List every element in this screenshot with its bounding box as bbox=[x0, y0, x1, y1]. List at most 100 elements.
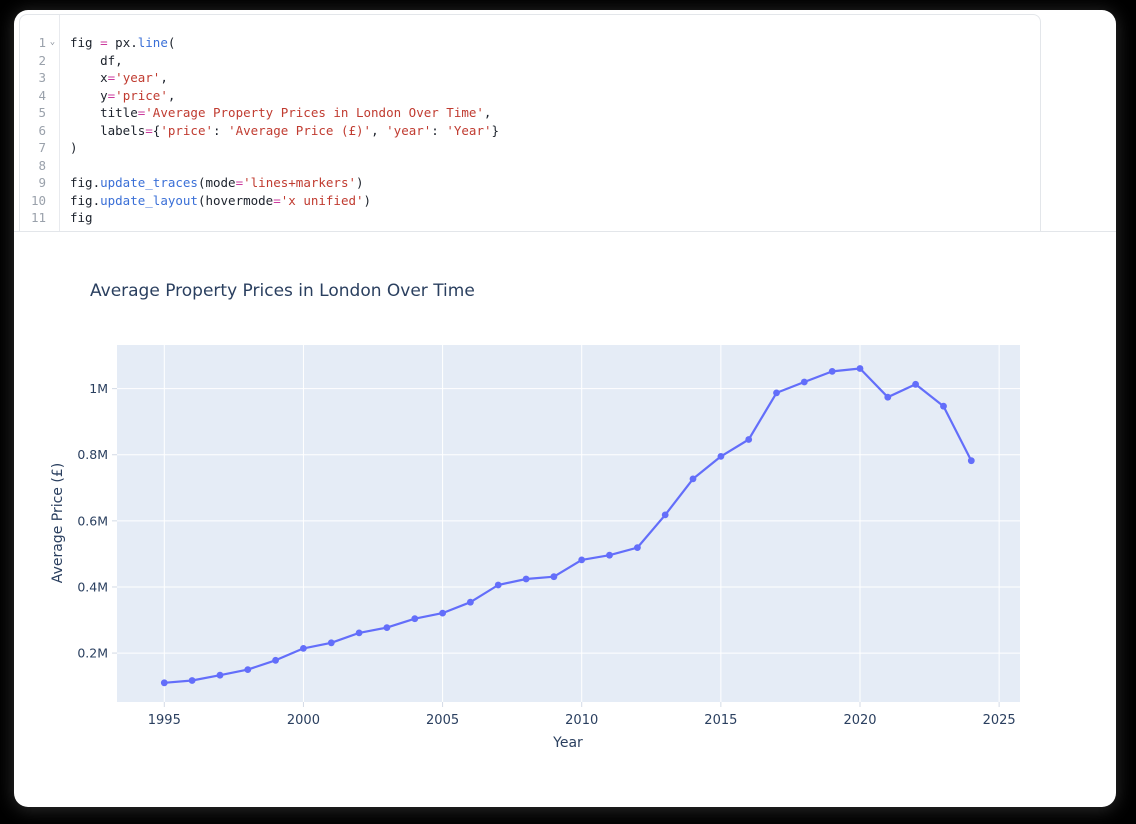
line-number: 5 bbox=[38, 105, 46, 120]
gutter-row: 6 bbox=[20, 122, 59, 140]
code-token: fig. bbox=[70, 192, 101, 208]
code-cell-editor[interactable]: 1 ⌄ 2 3 4 5 6 7 8 9 10 11 fig = px.line( df, x='yea… bbox=[19, 14, 1041, 231]
code-token: update_traces bbox=[100, 175, 198, 190]
data-point[interactable] bbox=[355, 629, 363, 637]
data-point[interactable] bbox=[411, 615, 419, 623]
code-token: fig bbox=[70, 210, 93, 225]
code-line[interactable]: title='Average Property Prices in London… bbox=[70, 104, 1040, 122]
gutter-row: 5 bbox=[20, 104, 59, 122]
gutter-row: 9 bbox=[20, 174, 59, 192]
code-token: (hovermode bbox=[197, 192, 274, 208]
x-axis-title: Year bbox=[552, 735, 583, 751]
price-line-series[interactable] bbox=[164, 367, 973, 684]
y-tick-label: 0.2M bbox=[77, 646, 108, 661]
code-token: update_layout bbox=[100, 192, 198, 208]
code-token: df, bbox=[70, 52, 123, 68]
plot-background[interactable] bbox=[117, 345, 1020, 702]
data-point[interactable] bbox=[494, 581, 502, 589]
code-line[interactable]: labels={'price': 'Average Price (£)', 'y… bbox=[70, 122, 1040, 140]
code-line[interactable]: x='year', bbox=[70, 69, 1040, 87]
gutter-row: 4 bbox=[20, 87, 59, 105]
line-number: 10 bbox=[30, 192, 46, 208]
data-point[interactable] bbox=[550, 573, 558, 581]
x-tick-label: 2015 bbox=[704, 713, 737, 728]
code-token: = bbox=[145, 122, 153, 138]
gutter-row: 11 bbox=[20, 209, 59, 227]
code-line[interactable]: fig bbox=[70, 209, 1040, 227]
code-token: { bbox=[152, 122, 161, 138]
code-token: 'x unified' bbox=[280, 192, 364, 208]
code-token: 'Average Property Prices in London Over … bbox=[145, 105, 484, 120]
y-tick-label: 0.8M bbox=[77, 447, 108, 462]
fold-chevron-icon[interactable]: ⌄ bbox=[49, 37, 56, 47]
code-token: ( bbox=[167, 35, 176, 50]
gutter-row: 8 bbox=[20, 157, 59, 175]
code-token: : bbox=[431, 122, 447, 138]
line-number: 9 bbox=[38, 175, 46, 190]
code-token: title bbox=[70, 105, 138, 120]
gutter-row: 3 bbox=[20, 69, 59, 87]
data-point[interactable] bbox=[300, 645, 307, 652]
data-point[interactable] bbox=[188, 677, 196, 684]
code-token: 'Year' bbox=[446, 122, 492, 138]
data-point[interactable] bbox=[244, 666, 252, 673]
data-point[interactable] bbox=[327, 639, 335, 647]
code-token: = bbox=[235, 175, 244, 190]
y-axis-title: Average Price (£) bbox=[50, 463, 66, 583]
code-token: = bbox=[273, 192, 281, 208]
code-token: (mode bbox=[197, 175, 236, 190]
data-point[interactable] bbox=[884, 393, 892, 401]
data-point[interactable] bbox=[216, 671, 224, 679]
code-line[interactable]: ) bbox=[70, 139, 1040, 157]
code-token: 'lines+markers' bbox=[243, 175, 357, 190]
code-token: , bbox=[483, 105, 492, 120]
data-point[interactable] bbox=[773, 389, 780, 397]
code-token: , bbox=[160, 70, 168, 85]
line-number: 11 bbox=[30, 210, 46, 225]
data-point[interactable] bbox=[717, 453, 725, 460]
data-point[interactable] bbox=[522, 575, 530, 583]
chart-title: Average Property Prices in London Over T… bbox=[90, 281, 475, 301]
code-token: , bbox=[167, 87, 176, 103]
data-point[interactable] bbox=[383, 624, 391, 631]
code-token: fig. bbox=[70, 175, 101, 190]
data-point[interactable] bbox=[940, 402, 947, 410]
data-point[interactable] bbox=[689, 475, 697, 483]
code-line[interactable]: y='price', bbox=[70, 87, 1040, 105]
data-point[interactable] bbox=[578, 556, 586, 564]
code-line[interactable]: df, bbox=[70, 52, 1040, 70]
data-point[interactable] bbox=[856, 365, 864, 372]
data-point[interactable] bbox=[745, 436, 753, 443]
code-token: ) bbox=[356, 175, 364, 190]
data-point[interactable] bbox=[800, 378, 808, 386]
code-line[interactable]: fig = px.line( bbox=[70, 34, 1040, 52]
data-point[interactable] bbox=[467, 598, 474, 606]
code-token: ) bbox=[70, 140, 78, 155]
code-token: = bbox=[137, 105, 146, 120]
code-line[interactable] bbox=[70, 157, 1040, 175]
code-line[interactable]: fig.update_layout(hovermode='x unified') bbox=[70, 192, 1040, 210]
plotly-line-chart[interactable]: 0.2M 0.4M 0.6M 0.8M 1M 1995 2000 2005 2010 2015 20… bbox=[14, 240, 1116, 800]
code-line[interactable]: fig.update_traces(mode='lines+markers') bbox=[70, 174, 1040, 192]
data-point[interactable] bbox=[606, 551, 613, 559]
data-point[interactable] bbox=[828, 368, 836, 375]
y-tick-label: 0.4M bbox=[77, 579, 108, 594]
y-tick-label: 1M bbox=[89, 381, 108, 396]
code-token: y bbox=[70, 87, 108, 103]
data-point[interactable] bbox=[967, 457, 975, 465]
cell-divider bbox=[14, 231, 1116, 232]
line-number: 6 bbox=[38, 122, 46, 138]
data-point[interactable] bbox=[912, 380, 919, 388]
line-number: 8 bbox=[38, 157, 46, 173]
code-token: line bbox=[137, 35, 168, 50]
data-point[interactable] bbox=[272, 656, 279, 664]
data-point[interactable] bbox=[160, 679, 168, 687]
data-point[interactable] bbox=[661, 511, 669, 519]
code-token: = bbox=[100, 35, 108, 50]
code-token: 'price' bbox=[160, 122, 214, 138]
code-token: px. bbox=[107, 35, 138, 50]
code-content[interactable]: fig = px.line( df, x='year', y='price', … bbox=[60, 15, 1040, 231]
line-number: 3 bbox=[38, 70, 46, 85]
data-point[interactable] bbox=[439, 609, 446, 617]
data-point[interactable] bbox=[634, 544, 641, 551]
